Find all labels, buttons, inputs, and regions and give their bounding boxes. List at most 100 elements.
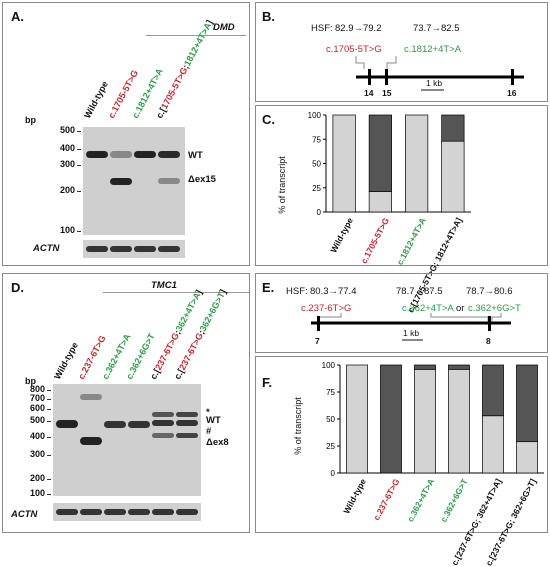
marker-tick bbox=[47, 409, 51, 410]
y-tick-label: 100 bbox=[308, 111, 322, 120]
gel-band bbox=[110, 151, 132, 158]
bar-normal-segment bbox=[346, 364, 368, 474]
y-tick-label: 75 bbox=[312, 135, 321, 144]
panel-e-variant-green-2: c.362+6G>T bbox=[468, 303, 521, 314]
marker-tick bbox=[47, 494, 51, 495]
panel-f: F. % of transcript 0 25 50 75 100 Wild-type c… bbox=[255, 356, 548, 567]
panel-e-exon-8: 8 bbox=[486, 336, 491, 346]
gel-band bbox=[176, 509, 198, 515]
bar-aberrant-segment bbox=[441, 114, 465, 142]
bar-aberrant-segment bbox=[368, 114, 392, 192]
panel-a-label: A. bbox=[11, 9, 24, 24]
marker-tick bbox=[47, 390, 51, 391]
y-tick-label: 25 bbox=[312, 184, 321, 193]
gel-band bbox=[104, 421, 126, 428]
panel-f-chart: 0 25 50 75 100 bbox=[322, 361, 544, 478]
marker-label: 700 bbox=[29, 393, 45, 403]
panel-e-gene-diagram bbox=[311, 313, 511, 341]
lane-label-part: 362+6G>T bbox=[197, 290, 227, 334]
panel-d-gel bbox=[53, 384, 201, 496]
bar-aberrant-segment bbox=[516, 364, 538, 443]
panel-a: A. DMD Wild-type c.1705-5T>G c.1812+4T>A c.… bbox=[2, 2, 250, 266]
marker-tick bbox=[47, 455, 51, 456]
gel-band bbox=[152, 420, 174, 426]
bar-aberrant-segment bbox=[380, 364, 402, 474]
y-tick-label: 50 bbox=[312, 160, 321, 169]
bar-normal-segment bbox=[414, 368, 436, 474]
gel-band bbox=[56, 420, 78, 428]
marker-label: 500 bbox=[59, 125, 75, 135]
gel-band bbox=[176, 433, 198, 438]
panel-e-hsf-3: 78.7→80.6 bbox=[466, 286, 513, 297]
gel-band bbox=[86, 151, 108, 158]
bar-normal-segment bbox=[448, 368, 470, 474]
gel-band bbox=[176, 420, 198, 426]
panel-a-band-label-dex15: Δex15 bbox=[188, 174, 216, 185]
gel-band bbox=[80, 437, 102, 445]
panel-e-variant-red: c.237-6T>G bbox=[301, 303, 352, 314]
gel-band bbox=[104, 509, 126, 515]
y-tick-label: 50 bbox=[326, 415, 335, 424]
marker-label: 400 bbox=[59, 143, 75, 153]
lane-label-part: 1812+4T>A bbox=[182, 20, 214, 68]
panel-c-label: C. bbox=[262, 112, 275, 127]
panel-d-band-label-wt: WT bbox=[206, 415, 221, 426]
bar-aberrant-segment bbox=[482, 364, 504, 417]
gel-band bbox=[134, 151, 156, 158]
panel-b-hsf-2: 73.7→82.5 bbox=[413, 23, 460, 34]
marker-label: 500 bbox=[29, 415, 45, 425]
panel-d-label: D. bbox=[11, 280, 24, 295]
marker-tick bbox=[47, 399, 51, 400]
panel-e-hsf-1: 80.3→77.4 bbox=[310, 286, 357, 297]
marker-tick bbox=[77, 165, 81, 166]
panel-b-scale: 1 kb bbox=[426, 78, 443, 88]
y-tick-label: 25 bbox=[326, 442, 335, 451]
gel-band bbox=[86, 246, 108, 252]
panel-d-band-label-dex8: Δex8 bbox=[206, 437, 229, 448]
gel-band bbox=[158, 246, 180, 252]
gel-band bbox=[80, 394, 102, 400]
bar-aberrant-segment bbox=[448, 364, 470, 370]
panel-b-exon-14: 14 bbox=[364, 88, 374, 98]
panel-d-loading-label: ACTN bbox=[11, 509, 38, 520]
panel-e-hsf-2: 78.7→87.5 bbox=[396, 286, 443, 297]
panel-e-label: E. bbox=[262, 280, 275, 295]
marker-label: 400 bbox=[29, 431, 45, 441]
marker-label: 100 bbox=[59, 225, 75, 235]
panel-d-band-label-hash: # bbox=[206, 426, 212, 437]
y-tick-label: 100 bbox=[322, 361, 336, 370]
panel-d-actn-gel bbox=[53, 503, 201, 521]
panel-c: C. % of transcript 0 25 50 75 100 Wild-type c… bbox=[255, 105, 548, 314]
gel-band bbox=[110, 178, 132, 185]
panel-b-variant-green: c.1812+4T>A bbox=[404, 44, 462, 55]
gel-band bbox=[152, 433, 174, 438]
gel-band bbox=[128, 509, 150, 515]
marker-tick bbox=[77, 131, 81, 132]
marker-tick bbox=[77, 149, 81, 150]
bar-normal-segment bbox=[441, 140, 465, 213]
gel-band bbox=[56, 509, 78, 515]
bar-normal-segment bbox=[405, 114, 429, 213]
panel-a-gene-name: DMD bbox=[213, 22, 235, 33]
marker-tick bbox=[47, 479, 51, 480]
panel-b: B. HSF: 82.9→79.2 73.7→82.5 c.1705-5T>G … bbox=[255, 2, 548, 102]
panel-d-bp-title: bp bbox=[25, 376, 36, 386]
marker-label: 200 bbox=[59, 185, 75, 195]
panel-d-gene-line bbox=[103, 292, 249, 293]
panel-b-hsf-prefix: HSF: bbox=[311, 23, 333, 34]
y-tick-label: 75 bbox=[326, 388, 335, 397]
marker-label: 100 bbox=[29, 488, 45, 498]
bar-normal-segment bbox=[332, 114, 356, 213]
panel-b-exon-15: 15 bbox=[382, 88, 392, 98]
gel-band bbox=[176, 412, 198, 417]
marker-label: 300 bbox=[29, 449, 45, 459]
panel-d-band-label-star: * bbox=[206, 407, 210, 418]
marker-label: 300 bbox=[59, 159, 75, 169]
panel-c-chart: 0 25 50 75 100 bbox=[308, 111, 471, 217]
panel-b-exon-16: 16 bbox=[507, 88, 517, 98]
gel-band bbox=[152, 509, 174, 515]
panel-e-scale: 1 kb bbox=[403, 328, 420, 338]
marker-tick bbox=[77, 231, 81, 232]
gel-band bbox=[158, 178, 180, 184]
gel-band bbox=[134, 246, 156, 252]
